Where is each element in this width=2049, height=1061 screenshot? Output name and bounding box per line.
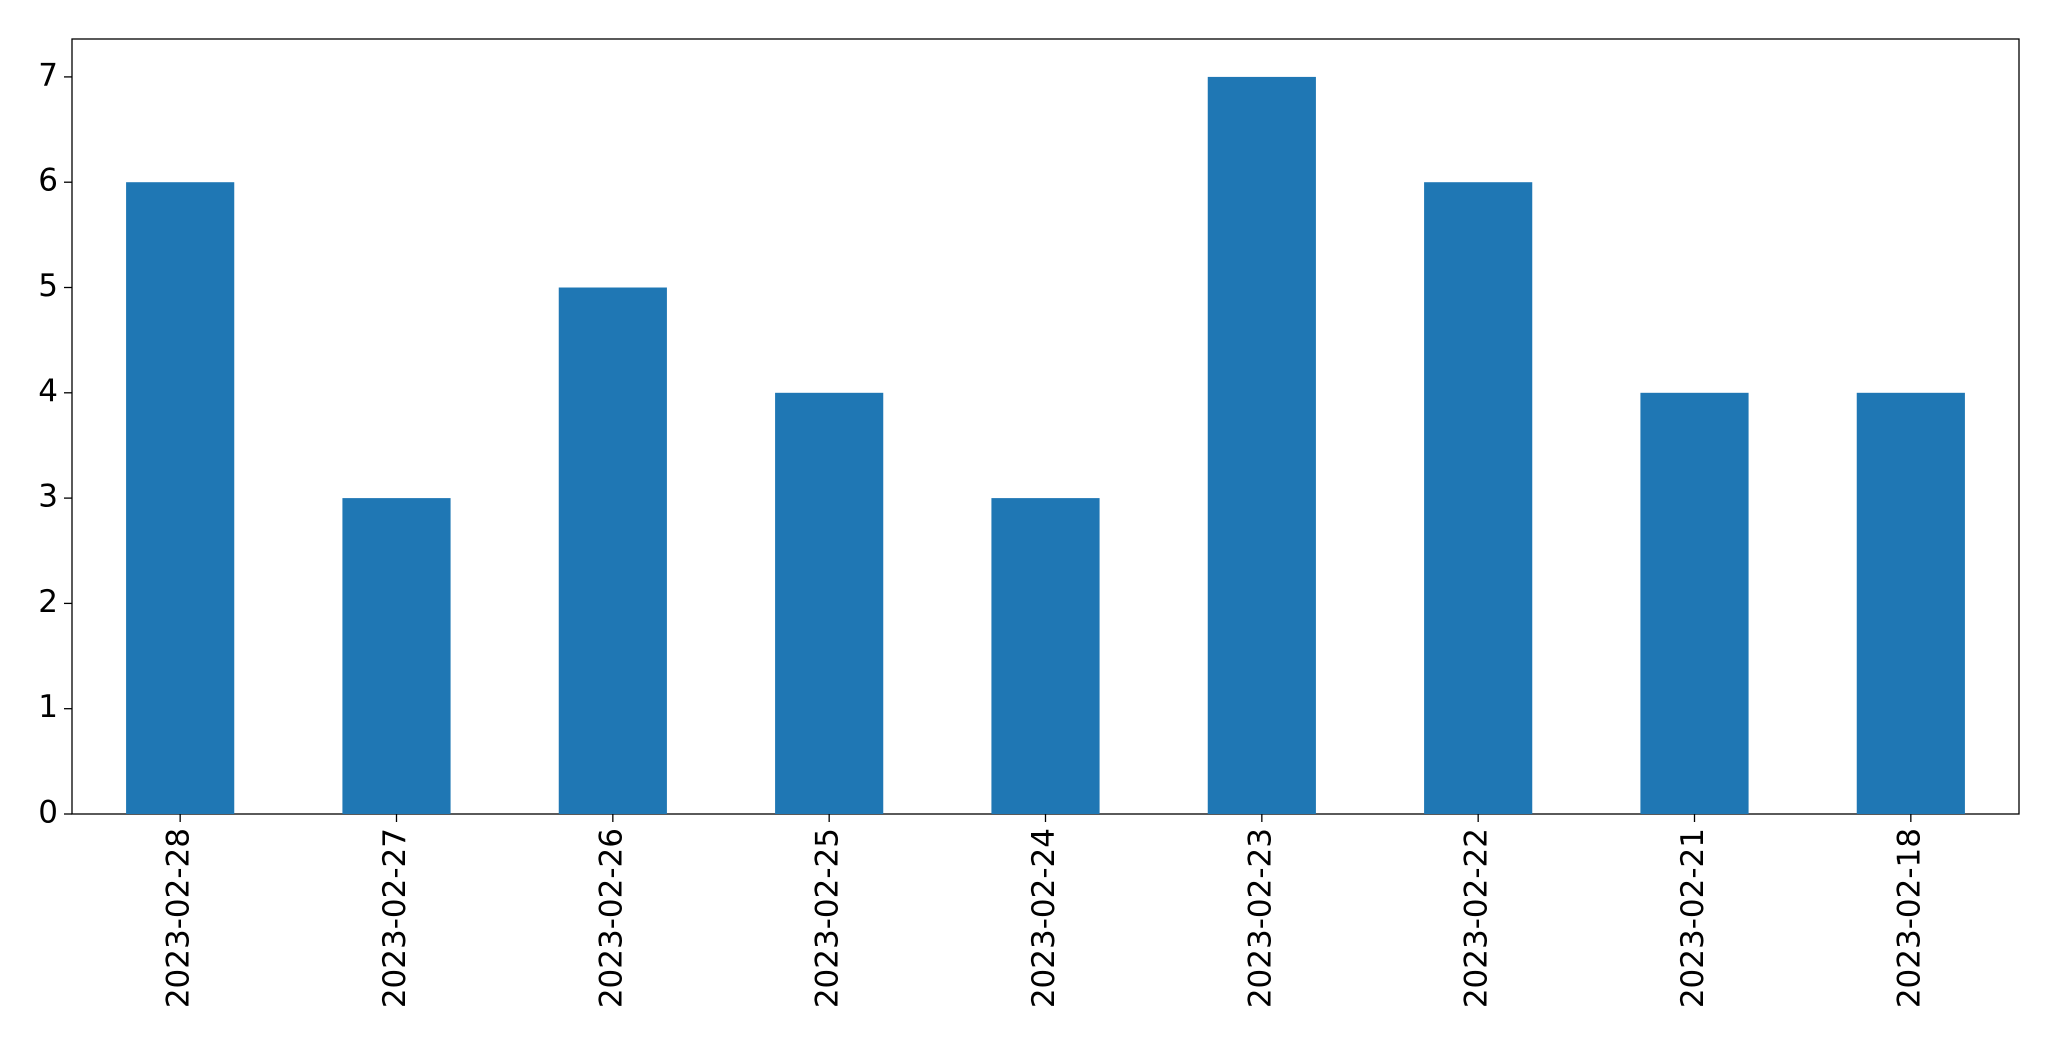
- bar: [991, 498, 1100, 814]
- bar: [558, 287, 667, 814]
- y-tick-label: 4: [38, 373, 58, 409]
- bar: [1856, 392, 1965, 814]
- y-tick-label: 5: [38, 268, 58, 304]
- y-tick-label: 0: [38, 795, 58, 831]
- y-tick-label: 1: [38, 689, 58, 725]
- bar: [1424, 182, 1533, 814]
- x-tick-label: 2023-02-22: [1459, 828, 1495, 1008]
- y-tick-label: 7: [38, 57, 58, 93]
- y-tick-label: 2: [38, 584, 58, 620]
- bar: [342, 498, 451, 814]
- bar: [126, 182, 235, 814]
- bar: [1640, 392, 1749, 814]
- y-tick-label: 6: [38, 163, 58, 199]
- x-tick-label: 2023-02-26: [593, 828, 629, 1008]
- x-tick-label: 2023-02-27: [377, 828, 413, 1008]
- x-tick-label: 2023-02-24: [1026, 828, 1062, 1008]
- x-tick-label: 2023-02-25: [810, 828, 846, 1008]
- x-tick-label: 2023-02-23: [1242, 828, 1278, 1008]
- x-tick-label: 2023-02-21: [1675, 828, 1711, 1008]
- x-tick-label: 2023-02-18: [1891, 828, 1927, 1008]
- y-tick-label: 3: [38, 479, 58, 515]
- bar: [1207, 76, 1316, 815]
- x-tick-label: 2023-02-28: [161, 828, 197, 1008]
- bar: [775, 392, 884, 814]
